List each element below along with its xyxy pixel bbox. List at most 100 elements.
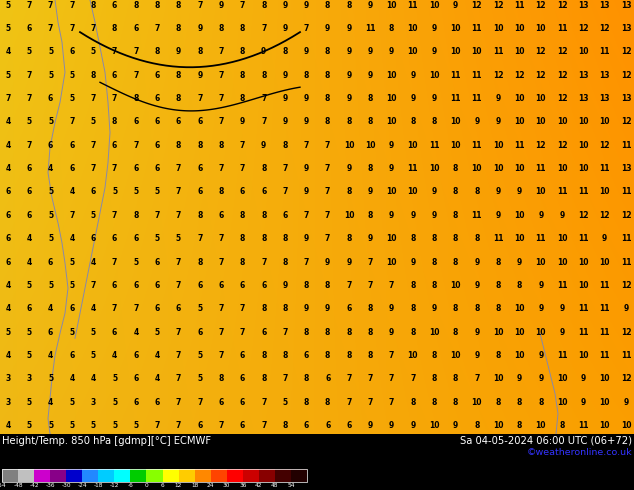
Text: 9: 9: [197, 71, 202, 79]
Text: 6: 6: [48, 94, 53, 103]
Text: 10: 10: [536, 117, 546, 126]
Text: 12: 12: [536, 71, 546, 79]
Text: 6: 6: [240, 281, 245, 290]
Text: 7: 7: [133, 141, 139, 150]
Text: 6: 6: [240, 188, 245, 196]
Text: 8: 8: [219, 141, 224, 150]
Text: 9: 9: [304, 47, 309, 56]
Text: 7: 7: [176, 188, 181, 196]
Text: 10: 10: [514, 328, 525, 337]
Text: 7: 7: [112, 258, 117, 267]
Text: 6: 6: [69, 47, 75, 56]
Text: 9: 9: [282, 94, 288, 103]
Text: 8: 8: [410, 398, 415, 407]
Text: 10: 10: [493, 328, 503, 337]
Text: 7: 7: [133, 47, 139, 56]
Text: 8: 8: [453, 328, 458, 337]
Bar: [179, 469, 195, 482]
Text: 7: 7: [176, 328, 181, 337]
Text: 6: 6: [176, 304, 181, 313]
Text: 9: 9: [304, 304, 309, 313]
Text: 6: 6: [155, 164, 160, 173]
Text: 6: 6: [155, 117, 160, 126]
Text: 10: 10: [557, 117, 567, 126]
Text: 10: 10: [514, 47, 525, 56]
Text: 11: 11: [493, 47, 503, 56]
Text: 7: 7: [389, 374, 394, 383]
Text: 7: 7: [91, 141, 96, 150]
Text: 10: 10: [536, 24, 546, 33]
Text: 8: 8: [368, 164, 373, 173]
Text: 7: 7: [27, 94, 32, 103]
Text: 10: 10: [599, 188, 610, 196]
Text: 9: 9: [389, 141, 394, 150]
Text: 9: 9: [368, 188, 373, 196]
Text: 8: 8: [368, 328, 373, 337]
Text: 6: 6: [261, 328, 266, 337]
Text: 6: 6: [261, 188, 266, 196]
Text: 8: 8: [197, 47, 202, 56]
Text: 7: 7: [176, 258, 181, 267]
Text: 8: 8: [517, 421, 522, 430]
Text: 7: 7: [176, 398, 181, 407]
Text: 5: 5: [48, 71, 53, 79]
Text: 5: 5: [69, 421, 74, 430]
Text: 8: 8: [282, 304, 288, 313]
Text: 8: 8: [282, 258, 288, 267]
Text: 12: 12: [536, 47, 546, 56]
Text: 8: 8: [368, 211, 373, 220]
Text: 7: 7: [219, 47, 224, 56]
Text: 9: 9: [368, 47, 373, 56]
Text: 7: 7: [219, 94, 224, 103]
Text: 8: 8: [368, 351, 373, 360]
Text: 8: 8: [240, 234, 245, 243]
Text: 10: 10: [386, 234, 397, 243]
Text: 10: 10: [514, 117, 525, 126]
Text: 10: 10: [514, 351, 525, 360]
Text: 5: 5: [155, 328, 160, 337]
Text: 6: 6: [48, 328, 53, 337]
Text: 12: 12: [621, 117, 631, 126]
Text: 4: 4: [5, 281, 11, 290]
Text: 4: 4: [133, 328, 138, 337]
Text: -6: -6: [127, 483, 133, 488]
Text: 7: 7: [176, 164, 181, 173]
Text: 9: 9: [304, 164, 309, 173]
Text: 11: 11: [493, 234, 503, 243]
Text: 9: 9: [581, 398, 586, 407]
Text: -36: -36: [46, 483, 55, 488]
Text: 12: 12: [536, 141, 546, 150]
Text: 8: 8: [240, 258, 245, 267]
Text: 5: 5: [69, 258, 74, 267]
Text: 5: 5: [6, 71, 11, 79]
Text: 6: 6: [27, 304, 32, 313]
Text: 10: 10: [472, 47, 482, 56]
Bar: [162, 469, 179, 482]
Text: 7: 7: [133, 71, 139, 79]
Text: 5: 5: [91, 421, 96, 430]
Text: 6: 6: [197, 164, 202, 173]
Text: 7: 7: [282, 188, 288, 196]
Text: 12: 12: [557, 94, 567, 103]
Text: -48: -48: [13, 483, 23, 488]
Text: 10: 10: [536, 94, 546, 103]
Text: 10: 10: [514, 304, 525, 313]
Text: 5: 5: [112, 421, 117, 430]
Text: 8: 8: [282, 141, 288, 150]
Text: 11: 11: [536, 164, 546, 173]
Text: 9: 9: [410, 94, 415, 103]
Text: 8: 8: [261, 304, 266, 313]
Text: 12: 12: [578, 24, 588, 33]
Text: 9: 9: [432, 211, 437, 220]
Text: 8: 8: [261, 0, 266, 9]
Text: 10: 10: [386, 94, 397, 103]
Text: 7: 7: [112, 211, 117, 220]
Bar: [243, 469, 259, 482]
Text: 6: 6: [133, 234, 138, 243]
Text: 7: 7: [69, 24, 75, 33]
Bar: [259, 469, 275, 482]
Text: 6: 6: [240, 374, 245, 383]
Text: 7: 7: [304, 24, 309, 33]
Bar: [2, 469, 18, 482]
Text: 8: 8: [155, 47, 160, 56]
